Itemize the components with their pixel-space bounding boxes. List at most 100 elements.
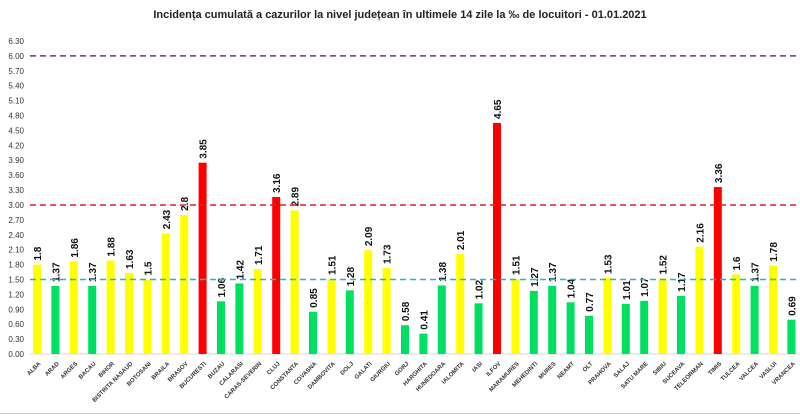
data-label: 0.69 [787,296,798,316]
bar-salaj [621,303,630,354]
y-tick-label: 1.20 [8,290,24,299]
bar-bacau [88,285,97,354]
data-label: 1.42 [235,260,246,280]
data-label: 1.51 [327,255,338,275]
y-tick-label: 0.60 [8,320,24,329]
data-label: 1.07 [640,277,651,297]
data-label: 1.37 [51,262,62,282]
bar-arges [69,261,78,354]
data-label: 2.16 [695,223,706,243]
data-label: 1.63 [125,249,136,269]
data-label: 1.8 [33,246,44,260]
x-tick-label: NEAMT [557,361,577,381]
y-tick-label: 3.30 [8,186,24,195]
bar-iasi [474,303,483,354]
bar-buzau [217,301,225,354]
data-label: 2.89 [291,187,302,207]
bar-cluj [272,197,281,354]
data-label: 0.77 [585,292,596,312]
data-label: 1.86 [70,238,81,258]
bar-mures [548,285,557,354]
data-label: 1.6 [732,256,743,270]
y-tick-label: 0.30 [8,335,24,344]
data-label: 1.73 [383,244,394,264]
bar-vaslui [769,265,777,354]
bar-timis [713,187,722,354]
data-label: 1.04 [567,278,578,298]
x-tick-label: CARAS-SEVERIN [224,361,263,400]
data-label: 0.58 [401,301,412,321]
data-label: 2.01 [456,230,467,250]
bar-suceava [677,295,685,354]
data-label: 1.37 [751,262,762,282]
bar-bucuresti [198,162,207,354]
data-label: 2.8 [180,197,191,211]
y-tick-label: 5.10 [8,97,24,106]
data-label: 0.85 [309,288,320,308]
bar-olt [585,315,593,354]
y-tick-label: 3.00 [8,201,24,210]
bar-dolj [345,290,354,354]
bar-teleorman [695,246,704,354]
x-tick-label: SALAJ [613,361,631,379]
data-label: 1.78 [769,242,780,262]
data-label: 3.16 [272,173,283,193]
data-label: 0.41 [419,310,430,330]
y-tick-label: 3.60 [8,171,24,180]
bar-dambovita [327,278,336,354]
y-tick-label: 4.50 [8,126,24,135]
x-tick-label: ILFOV [486,361,503,378]
bar-giurgiu [382,268,391,354]
data-label: 4.65 [493,99,504,119]
data-label: 1.27 [530,267,541,287]
bar-arad [51,285,60,354]
data-label: 1.01 [622,280,633,300]
bar-sibiu [658,278,667,354]
bar-hunedoara [437,285,446,354]
x-tick-label: GORJ [394,361,410,377]
y-tick-label: 2.10 [8,246,24,255]
data-label: 1.52 [659,255,670,275]
y-tick-label: 5.70 [8,67,24,76]
data-label: 1.51 [511,255,522,275]
bar-brasov [180,214,189,354]
bar-neamt [566,302,575,354]
bar-vrancea [787,319,796,354]
y-tick-label: 2.40 [8,231,24,240]
x-tick-label: BACAU [78,361,98,381]
bar-botosani [143,279,152,354]
y-tick-label: 0.90 [8,305,24,314]
y-tick-label: 4.20 [8,141,24,150]
data-label: 1.88 [107,237,118,257]
x-tick-label: OLT [582,361,595,374]
bar-galati [364,250,373,354]
data-label: 3.85 [199,139,210,159]
bar-alba [33,264,41,354]
data-label: 1.17 [677,272,688,292]
x-tick-label: ALBA [26,361,42,377]
bar-braila [161,233,170,354]
data-label: 1.06 [217,277,228,297]
y-tick-label: 1.50 [8,275,24,284]
y-tick-label: 3.90 [8,156,24,165]
bar-maramures [511,278,520,354]
bar-mehedinti [529,290,538,354]
bottom-border [0,413,800,414]
bar-ialomita [456,254,465,354]
bar-bihor [106,260,115,354]
x-tick-label: GIURGIU [370,361,392,383]
data-label: 1.37 [548,262,559,282]
data-label: 3.36 [714,163,725,183]
y-tick-label: 1.80 [8,261,24,270]
x-tick-label: TIMIS [708,361,724,377]
data-label: 1.53 [603,254,614,274]
bar-constanta [290,210,299,354]
bar-prahova [603,277,612,354]
data-label: 1.28 [346,267,357,287]
bar-bistrita-nasaud [125,273,133,354]
y-tick-label: 5.40 [8,82,24,91]
x-tick-label: DOLJ [340,361,356,377]
data-label: 1.38 [438,262,449,282]
y-tick-label: 0.00 [8,350,24,359]
